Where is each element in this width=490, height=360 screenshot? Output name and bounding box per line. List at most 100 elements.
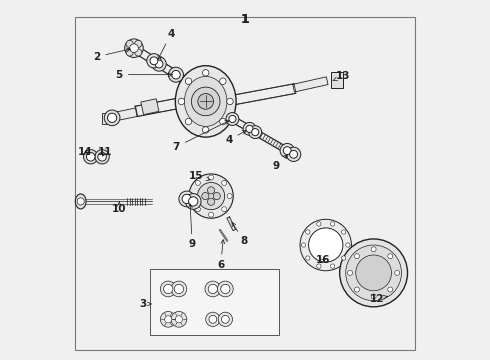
Circle shape — [330, 264, 335, 268]
Circle shape — [218, 312, 232, 327]
Circle shape — [220, 118, 226, 125]
Circle shape — [196, 180, 200, 185]
Circle shape — [202, 69, 209, 76]
Circle shape — [198, 94, 214, 109]
Circle shape — [147, 54, 161, 68]
Ellipse shape — [184, 76, 227, 126]
Circle shape — [196, 207, 200, 212]
Circle shape — [83, 150, 98, 164]
Text: 4: 4 — [225, 131, 246, 145]
Circle shape — [185, 118, 192, 125]
Polygon shape — [227, 217, 236, 231]
Circle shape — [155, 60, 163, 68]
Circle shape — [243, 122, 256, 135]
Circle shape — [227, 194, 232, 199]
Text: 4: 4 — [158, 28, 175, 59]
Circle shape — [246, 125, 253, 132]
Circle shape — [190, 194, 195, 199]
Circle shape — [205, 281, 220, 297]
Text: 16: 16 — [316, 255, 330, 265]
Circle shape — [218, 281, 233, 297]
Circle shape — [340, 239, 408, 307]
Circle shape — [226, 113, 239, 125]
Circle shape — [107, 113, 117, 122]
Circle shape — [185, 194, 201, 209]
Circle shape — [356, 255, 392, 291]
Circle shape — [174, 284, 184, 294]
Circle shape — [182, 194, 192, 203]
Ellipse shape — [75, 194, 86, 209]
Circle shape — [213, 193, 220, 200]
Circle shape — [388, 254, 393, 259]
Circle shape — [86, 153, 95, 161]
Circle shape — [317, 222, 321, 226]
Circle shape — [290, 150, 297, 158]
Circle shape — [220, 284, 230, 294]
Circle shape — [165, 316, 172, 323]
Circle shape — [229, 116, 236, 122]
Bar — [102, 113, 109, 124]
Circle shape — [206, 312, 220, 327]
Circle shape — [178, 98, 185, 105]
Circle shape — [169, 67, 183, 82]
Text: 13: 13 — [333, 71, 350, 81]
Circle shape — [306, 256, 310, 260]
Circle shape — [221, 207, 227, 212]
Polygon shape — [225, 113, 299, 159]
Circle shape — [124, 39, 143, 58]
Circle shape — [309, 228, 343, 262]
Polygon shape — [135, 98, 178, 117]
Circle shape — [371, 294, 376, 299]
Circle shape — [317, 264, 321, 268]
Circle shape — [342, 230, 346, 234]
Circle shape — [126, 40, 133, 48]
Text: 15: 15 — [189, 171, 210, 181]
Circle shape — [152, 57, 166, 71]
Bar — [331, 72, 343, 88]
Circle shape — [98, 153, 106, 161]
Text: 12: 12 — [370, 294, 387, 304]
Text: 8: 8 — [232, 222, 248, 247]
Circle shape — [179, 191, 195, 207]
Circle shape — [104, 110, 120, 126]
Text: 14: 14 — [77, 147, 92, 157]
Text: 1: 1 — [241, 13, 249, 26]
Circle shape — [209, 315, 217, 323]
Circle shape — [150, 57, 158, 65]
Text: 3: 3 — [140, 299, 151, 309]
Polygon shape — [233, 84, 296, 105]
Circle shape — [207, 198, 215, 205]
Circle shape — [283, 147, 291, 154]
Circle shape — [346, 243, 350, 247]
Circle shape — [207, 187, 215, 194]
Circle shape — [135, 40, 142, 48]
Text: 11: 11 — [98, 147, 112, 157]
Polygon shape — [134, 46, 189, 85]
Circle shape — [202, 127, 209, 133]
Circle shape — [280, 144, 294, 158]
Circle shape — [306, 230, 310, 234]
Circle shape — [171, 281, 187, 297]
Circle shape — [202, 193, 209, 200]
Circle shape — [220, 78, 226, 84]
Polygon shape — [105, 108, 138, 123]
Circle shape — [209, 212, 214, 217]
Circle shape — [371, 247, 376, 252]
Text: 9: 9 — [189, 204, 196, 249]
Circle shape — [347, 270, 352, 275]
Text: 2: 2 — [93, 48, 130, 62]
Circle shape — [249, 126, 262, 139]
Circle shape — [221, 315, 229, 323]
Circle shape — [252, 129, 259, 136]
Circle shape — [300, 219, 351, 271]
Circle shape — [354, 254, 360, 259]
Circle shape — [189, 174, 233, 218]
Text: 6: 6 — [217, 240, 225, 270]
Circle shape — [346, 245, 401, 301]
Polygon shape — [293, 77, 328, 92]
Text: 1: 1 — [241, 13, 249, 26]
Circle shape — [208, 284, 218, 294]
Circle shape — [394, 270, 400, 275]
Circle shape — [287, 147, 301, 162]
Circle shape — [171, 311, 187, 327]
